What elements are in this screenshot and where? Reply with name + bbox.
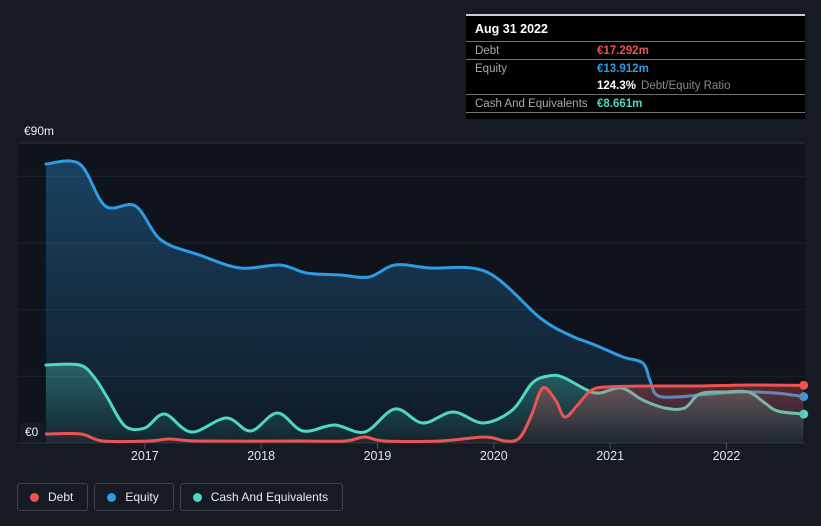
equity-series-dot-icon [107, 492, 117, 502]
tooltip-row-cash: Cash And Equivalents €8.661m [466, 95, 805, 113]
legend-cash-label: Cash And Equivalents [210, 490, 329, 504]
legend-item-cash[interactable]: Cash And Equivalents [179, 483, 344, 511]
chart-plot-area[interactable] [18, 142, 809, 449]
debt-endpoint-marker [799, 380, 809, 390]
tooltip-equity-value: €13.912m [597, 62, 649, 75]
x-axis-label-2021: 2021 [596, 449, 625, 463]
tooltip-ratio-value: 124.3% [597, 79, 637, 92]
tooltip-debt-label: Debt [475, 44, 500, 57]
tooltip-cash-label: Cash And Equivalents [475, 97, 588, 110]
legend-item-debt[interactable]: Debt [17, 483, 89, 511]
tooltip-equity-label: Equity [475, 62, 507, 75]
x-axis-label-2019: 2019 [363, 449, 392, 463]
x-axis-label-2022: 2022 [712, 449, 741, 463]
y-axis-max-label: €90m [24, 124, 55, 138]
tooltip-row-equity: Equity €13.912m [466, 60, 805, 77]
chart-tooltip: Aug 31 2022 Debt €17.292m Equity €13.912… [466, 14, 805, 119]
debt-series-dot-icon [30, 492, 39, 502]
x-axis-label-2020: 2020 [479, 449, 508, 463]
tooltip-row-ratio: 124.3% Debt/Equity Ratio [466, 77, 805, 95]
y-axis-zero-label: €0 [20, 423, 46, 442]
legend-equity-label: Equity [125, 490, 159, 504]
x-axis-label-2017: 2017 [130, 449, 159, 463]
tooltip-cash-value: €8.661m [597, 97, 643, 110]
tooltip-ratio-label: Debt/Equity Ratio [641, 79, 731, 92]
legend-item-equity[interactable]: Equity [94, 483, 174, 511]
tooltip-debt-value: €17.292m [597, 44, 649, 57]
tooltip-date: Aug 31 2022 [466, 16, 805, 42]
chart-legend: Debt Equity Cash And Equivalents [17, 483, 344, 511]
cash-series-dot-icon [192, 492, 202, 502]
x-axis-label-2018: 2018 [247, 449, 276, 463]
tooltip-row-debt: Debt €17.292m [466, 42, 805, 60]
legend-debt-label: Debt [48, 490, 74, 504]
